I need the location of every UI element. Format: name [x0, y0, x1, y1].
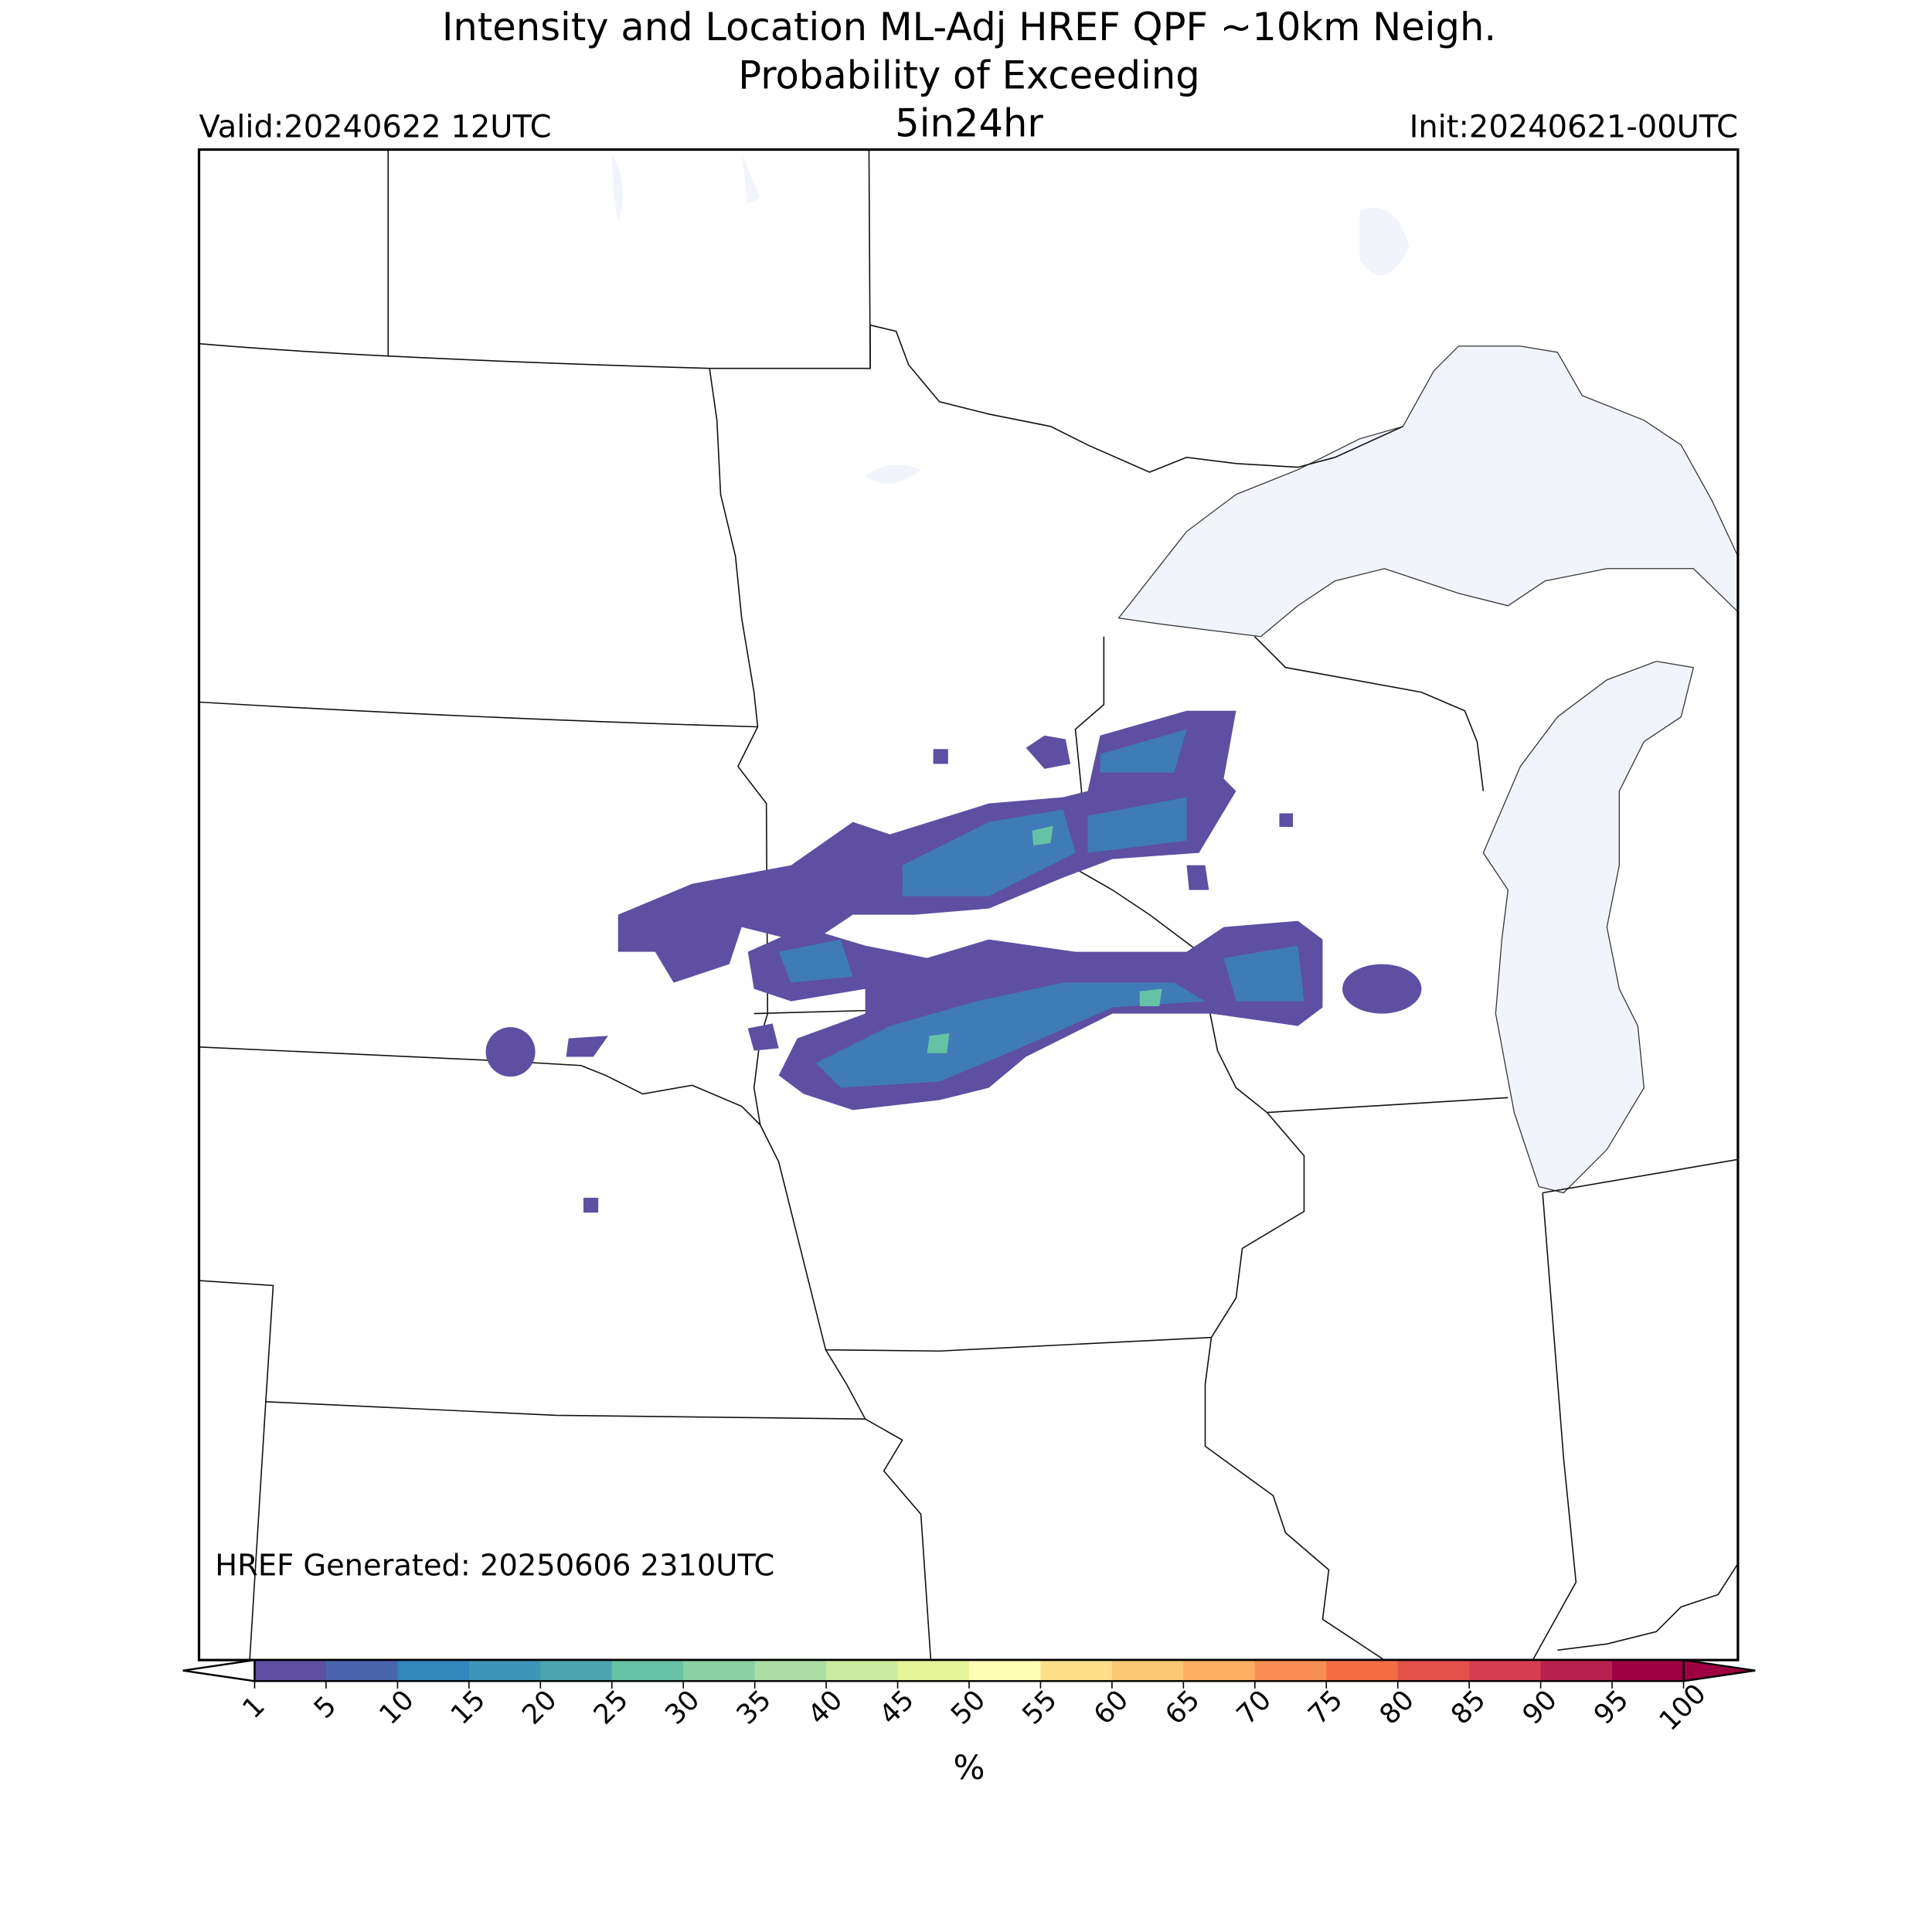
colorbar-bin — [968, 1660, 1042, 1682]
init-time: Init:20240621-00UTC — [1410, 109, 1738, 145]
generated-note: HREF Generated: 20250606 2310UTC — [215, 1549, 774, 1583]
colorbar-bin — [468, 1660, 542, 1682]
title: Intensity and Location ML-Adj HREF QPF ~… — [442, 5, 1496, 49]
title: Probability of Exceeding — [738, 53, 1200, 97]
colorbar-bin — [1254, 1660, 1328, 1682]
colorbar-bin — [683, 1660, 756, 1682]
colorbar-bin — [254, 1660, 327, 1682]
colorbar-bin — [897, 1660, 970, 1682]
colorbar-bin — [1397, 1660, 1470, 1682]
colorbar-bin — [1183, 1660, 1256, 1682]
colorbar-bin — [397, 1660, 470, 1682]
colorbar-bin — [1612, 1660, 1685, 1682]
colorbar-bin — [1326, 1660, 1399, 1682]
lake-superior — [1117, 345, 1738, 638]
colorbar-bin — [754, 1660, 827, 1682]
valid-time: Valid:20240622 12UTC — [199, 109, 552, 145]
colorbar-bin — [1540, 1660, 1613, 1682]
colorbar-bin — [540, 1660, 613, 1682]
colorbar-bin — [325, 1660, 399, 1682]
colorbar-bin — [1040, 1660, 1113, 1682]
colorbar-bin — [611, 1660, 684, 1682]
probability-field — [485, 710, 1422, 1213]
colorbar-bin — [1111, 1660, 1185, 1682]
colorbar-bin — [1469, 1660, 1542, 1682]
colorbar-label: % — [953, 1749, 985, 1787]
colorbar-bin — [826, 1660, 899, 1682]
title: 5in24hr — [895, 101, 1043, 146]
lake-michigan — [1482, 661, 1695, 1194]
